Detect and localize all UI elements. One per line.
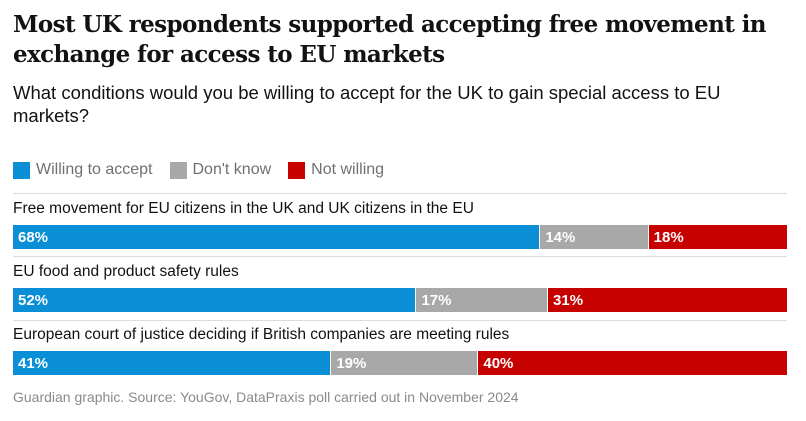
row-divider (13, 256, 787, 257)
bar-segment-not-willing: 31% (547, 288, 787, 312)
bar-segment-willing: 41% (13, 351, 331, 375)
source-note: Guardian graphic. Source: YouGov, DataPr… (13, 389, 519, 405)
chart-title: Most UK respondents supported accepting … (13, 11, 766, 68)
legend-swatch-not-willing (288, 161, 306, 179)
legend-item-willing: Willing to accept (13, 161, 153, 179)
row-label-food-safety: EU food and product safety rules (13, 263, 239, 280)
legend-item-not-willing: Not willing (288, 161, 384, 179)
bar-segment-dont-know: 14% (539, 225, 648, 249)
legend: Willing to accept Don't know Not willing (13, 159, 401, 181)
legend-swatch-willing (13, 161, 30, 179)
bar-segment-not-willing: 40% (477, 351, 787, 375)
bar-ecj: 41% 19% 40% (13, 351, 787, 375)
legend-label-willing: Willing to accept (36, 161, 153, 178)
bar-segment-dont-know: 19% (330, 351, 478, 375)
legend-swatch-dont-know (169, 161, 187, 179)
bar-segment-willing: 52% (13, 288, 416, 312)
bar-segment-willing: 68% (13, 225, 540, 249)
row-divider (13, 193, 787, 194)
bar-free-movement: 68% 14% 18% (13, 225, 787, 249)
legend-label-not-willing: Not willing (311, 161, 385, 178)
bar-food-safety: 52% 17% 31% (13, 288, 787, 312)
bar-segment-not-willing: 18% (647, 225, 787, 249)
bar-segment-dont-know: 17% (415, 288, 548, 312)
row-label-free-movement: Free movement for EU citizens in the UK … (13, 200, 474, 217)
legend-item-dont-know: Don't know (169, 161, 272, 179)
legend-label-dont-know: Don't know (192, 161, 272, 178)
row-label-ecj: European court of justice deciding if Br… (13, 326, 510, 343)
row-divider (13, 320, 787, 321)
chart-subtitle: What conditions would you be willing to … (13, 82, 721, 126)
